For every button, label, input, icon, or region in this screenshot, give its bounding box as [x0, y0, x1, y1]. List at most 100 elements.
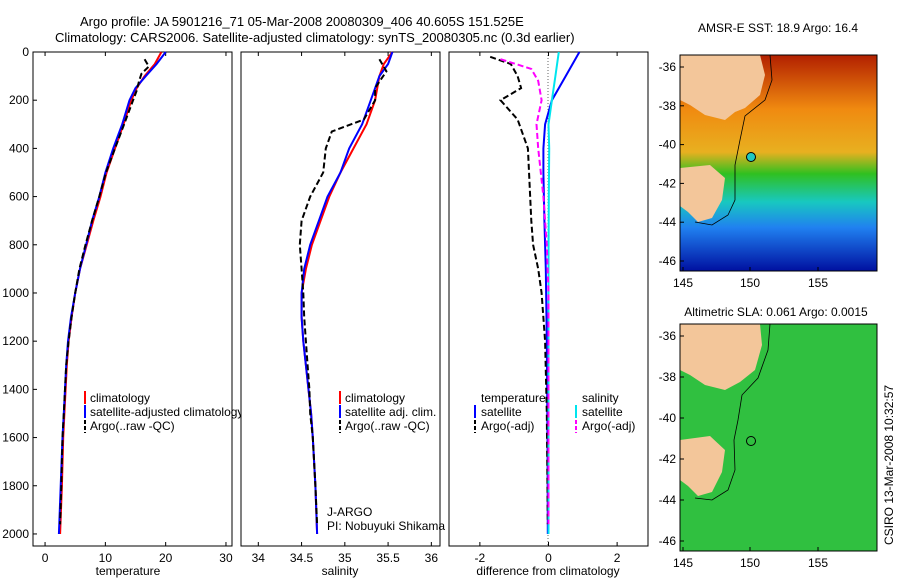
sla-eddy — [0, 0, 8, 6]
map-y-tick-label: -44 — [659, 493, 677, 507]
argo-float-marker — [746, 436, 756, 446]
legend-label-satellite-adj: satellite adj. clim. — [345, 405, 436, 419]
map-y-tick-label: -38 — [659, 99, 677, 113]
legend-label-climatology: climatology — [90, 391, 150, 405]
legend-label-climatology: climatology — [345, 391, 405, 405]
series-line — [489, 55, 549, 525]
sla-land-tasmania — [680, 436, 725, 496]
map-x-tick-label: 150 — [740, 276, 760, 290]
depth-axis: 0 200 400 600 800 1000 1200 1400 1600 1800 2000 — [2, 45, 37, 541]
map-x-tick-label: 155 — [808, 556, 828, 570]
map-y-tick-label: -44 — [659, 215, 677, 229]
sst-map-title: AMSR-E SST: 18.9 Argo: 16.4 — [698, 21, 858, 35]
temperature-panel: 0 200 400 600 800 1000 1200 1400 1600 1800 2000 0 1… — [2, 45, 243, 578]
argo-float-marker — [746, 152, 756, 162]
map-y-tick-label: -46 — [659, 254, 677, 268]
salinity-xlabel: salinity — [322, 564, 359, 578]
x-tick-label: 35 — [338, 551, 352, 565]
x-tick-label: 20 — [159, 551, 173, 565]
x-tick-label: 34.5 — [290, 551, 314, 565]
legend-label-sal-argo: Argo(-adj) — [582, 419, 635, 433]
series-line — [298, 58, 388, 525]
x-tick-label: 2 — [614, 551, 621, 565]
sla-map-frame — [679, 323, 878, 552]
salinity-series — [298, 51, 394, 535]
legend-label-argo: Argo(..raw -QC) — [90, 419, 175, 433]
x-tick-label: 0 — [42, 551, 49, 565]
sla-eddy — [0, 0, 8, 6]
sla-eddy — [0, 0, 12, 9]
y-tick-label: 1400 — [2, 382, 29, 396]
timestamp-stamp: CSIRO 13-Mar-2008 10:32:57 — [882, 385, 896, 545]
header-line2: Climatology: CARS2006. Satellite-adjuste… — [55, 30, 575, 45]
legend-title-temperature: temperature — [481, 391, 546, 405]
y-tick-label: 1000 — [2, 286, 29, 300]
series-line — [547, 51, 560, 534]
map-x-tick-label: 155 — [808, 276, 828, 290]
sst-warm-eddy — [0, 0, 55, 30]
y-tick-label: 1200 — [2, 334, 29, 348]
sst-land-mainland — [680, 55, 765, 120]
sst-map: AMSR-E SST: 18.9 Argo: 16.4 145 150 155 -36… — [0, 0, 878, 290]
sst-coastline-contour — [694, 55, 773, 226]
y-tick-label: 600 — [9, 190, 29, 204]
series-line — [542, 51, 581, 535]
map-x-tick-label: 145 — [673, 276, 693, 290]
y-tick-label: 800 — [9, 238, 29, 252]
difference-series — [489, 51, 581, 535]
sla-eddy — [0, 0, 8, 10]
sla-eddy — [0, 0, 12, 10]
map-y-tick-label: -42 — [659, 176, 677, 190]
legend-label-temp-argo: Argo(-adj) — [481, 419, 534, 433]
x-tick-label: 30 — [219, 551, 233, 565]
y-tick-label: 1800 — [2, 479, 29, 493]
difference-xlabel: difference from climatology — [476, 564, 619, 578]
salinity-legend: climatology satellite adj. clim. Argo(..… — [339, 391, 436, 433]
x-tick-label: 0 — [545, 551, 552, 565]
sst-land-tasmania — [680, 165, 725, 222]
series-line — [59, 58, 151, 525]
sla-eddy — [0, 0, 12, 10]
series-line — [500, 58, 550, 525]
map-x-tick-label: 145 — [673, 556, 693, 570]
sla-coastline-contour — [694, 324, 771, 501]
pi-name: PI: Nobuyuki Shikama — [327, 519, 445, 533]
sla-eddy — [0, 0, 10, 24]
legend-label-satellite-adjusted: satellite-adjusted climatology — [90, 405, 243, 419]
map-x-tick-label: 150 — [740, 556, 760, 570]
legend-label-temp-satellite: satellite — [481, 405, 522, 419]
temperature-axes-box — [32, 51, 233, 547]
header-line1: Argo profile: JA 5901216_71 05-Mar-2008 … — [80, 14, 524, 29]
x-tick-label: 36 — [425, 551, 439, 565]
sla-map-title: Altimetric SLA: 0.061 Argo: 0.0015 — [684, 305, 868, 319]
y-tick-label: 200 — [9, 93, 29, 107]
salinity-x-axis: 34 34.5 35 35.5 36 — [252, 52, 439, 565]
legend-title-salinity: salinity — [582, 391, 619, 405]
y-tick-label: 2000 — [2, 527, 29, 541]
map-y-tick-label: -38 — [659, 370, 677, 384]
map-y-tick-label: -40 — [659, 138, 677, 152]
temperature-xlabel: temperature — [96, 564, 161, 578]
x-tick-label: 10 — [99, 551, 113, 565]
map-y-tick-label: -36 — [659, 60, 677, 74]
map-y-tick-label: -46 — [659, 534, 677, 548]
sla-eddy — [0, 0, 10, 14]
x-tick-label: -2 — [475, 551, 486, 565]
y-tick-label: 400 — [9, 141, 29, 155]
map-y-tick-label: -36 — [659, 329, 677, 343]
sst-hot-core — [0, 0, 45, 20]
y-tick-label: 1600 — [2, 431, 29, 445]
temperature-x-axis: 0 10 20 30 — [42, 52, 233, 565]
sla-eddy — [0, 0, 10, 12]
sla-map-axes: 145 150 155 -36 -38 -40 -42 -44 -46 — [659, 329, 829, 570]
sst-cool-band — [0, 0, 80, 16]
difference-x-axis: -2 0 2 — [475, 52, 621, 565]
temperature-series — [57, 51, 167, 535]
salinity-axes-box — [240, 51, 441, 547]
difference-panel: -2 0 2 difference from climatology tempera… — [448, 51, 649, 578]
temperature-legend: climatology satellite-adjusted climatolo… — [84, 391, 243, 433]
x-tick-label: 34 — [252, 551, 266, 565]
sst-map-frame — [679, 54, 878, 272]
x-tick-label: 35.5 — [376, 551, 400, 565]
